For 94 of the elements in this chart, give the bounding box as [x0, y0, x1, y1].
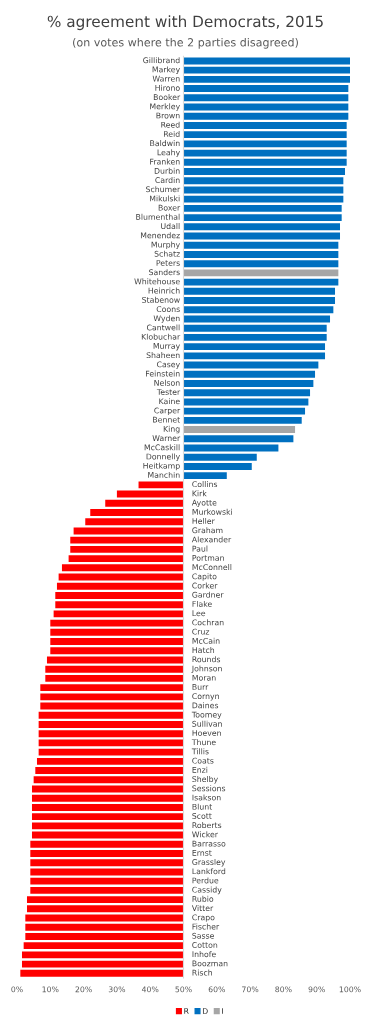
- bar: [40, 693, 184, 701]
- bar: [70, 545, 184, 553]
- bar: [183, 177, 344, 185]
- bar: [38, 730, 184, 738]
- bar: [183, 333, 327, 341]
- bar: [183, 269, 339, 277]
- bar: [183, 352, 326, 360]
- bar: [183, 94, 349, 102]
- bar: [35, 767, 184, 775]
- bar: [183, 361, 319, 369]
- bar: [50, 638, 184, 645]
- bar: [183, 407, 306, 415]
- bar: [183, 370, 316, 378]
- bar: [50, 647, 184, 655]
- bar: [70, 536, 184, 544]
- bar: [183, 195, 344, 203]
- bar: [31, 794, 184, 802]
- bar: [183, 57, 350, 65]
- bar: [31, 822, 184, 830]
- bar: [183, 241, 339, 249]
- bar: [30, 868, 184, 876]
- bar: [183, 158, 347, 166]
- bar: [116, 490, 184, 498]
- bar: [183, 112, 349, 120]
- bar: [183, 149, 347, 157]
- bar: [183, 287, 336, 295]
- bar: [53, 610, 184, 618]
- bar: [40, 702, 184, 710]
- bar: [183, 223, 341, 231]
- bar: [31, 813, 184, 821]
- bar: [183, 214, 342, 222]
- bar: [23, 942, 184, 950]
- bar: [50, 619, 184, 627]
- bar: [183, 186, 344, 194]
- bar: [85, 518, 184, 526]
- bar: [56, 582, 184, 590]
- bar: [73, 527, 184, 535]
- bar: [183, 453, 257, 461]
- bar: [36, 757, 184, 765]
- bar: [30, 886, 184, 894]
- bar: [30, 877, 184, 885]
- bar: [183, 140, 347, 148]
- bar: [183, 131, 347, 139]
- bar: [183, 462, 252, 470]
- bar: [105, 499, 184, 507]
- bar: [26, 905, 184, 913]
- bar: [183, 416, 302, 424]
- bar: [26, 896, 184, 904]
- bar: [55, 592, 184, 599]
- bar: [183, 398, 309, 406]
- bar: [33, 776, 184, 784]
- bar: [183, 380, 314, 387]
- bar: [31, 831, 184, 839]
- bar: [55, 601, 184, 609]
- bar: [61, 564, 184, 572]
- bar: [45, 674, 184, 682]
- bar: [25, 923, 184, 931]
- bar: [25, 932, 184, 940]
- bar: [183, 66, 350, 74]
- bar: [183, 204, 342, 212]
- bar: [183, 75, 350, 83]
- bar: [183, 435, 294, 443]
- bar: [30, 859, 184, 867]
- bar: [183, 343, 326, 351]
- bar: [22, 951, 184, 959]
- bar: [183, 278, 339, 286]
- bar: [68, 555, 184, 563]
- bar: [183, 260, 339, 268]
- bar: [38, 739, 184, 747]
- bar: [31, 803, 184, 811]
- bar: [183, 297, 336, 304]
- bar: [90, 509, 184, 516]
- bar: [40, 684, 184, 692]
- bar: [20, 969, 184, 977]
- bar: [183, 472, 227, 480]
- bar: [183, 85, 349, 93]
- bar: [183, 426, 296, 434]
- bar: [183, 324, 327, 332]
- bar: [38, 711, 184, 719]
- bar: [183, 251, 339, 258]
- chart-title: % agreement with Democrats, 2015: [47, 15, 323, 31]
- bar: [183, 168, 345, 175]
- bar: [30, 840, 184, 848]
- bar: [38, 721, 184, 728]
- bar: [183, 121, 347, 129]
- bar: [22, 960, 184, 968]
- bar: [138, 481, 184, 489]
- bar: [50, 628, 184, 636]
- bar: [45, 665, 184, 673]
- bar: [38, 748, 184, 756]
- chart-subtitle: (on votes where the 2 parties disagreed): [73, 37, 298, 49]
- bar: [183, 306, 334, 314]
- bar: [30, 850, 184, 857]
- bar: [183, 389, 311, 397]
